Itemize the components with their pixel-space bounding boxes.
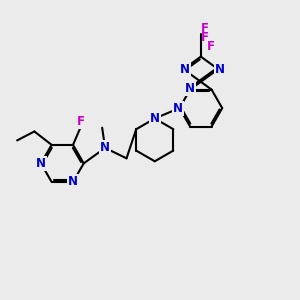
Text: N: N: [68, 176, 78, 188]
Text: N: N: [150, 112, 160, 125]
Text: N: N: [36, 157, 46, 170]
Text: F: F: [201, 22, 209, 35]
Text: N: N: [185, 82, 195, 94]
Text: N: N: [100, 141, 110, 154]
Text: N: N: [173, 102, 183, 115]
Text: F: F: [77, 116, 85, 128]
Text: F: F: [201, 32, 209, 44]
Text: F: F: [207, 40, 215, 53]
Text: N: N: [214, 63, 225, 76]
Text: N: N: [180, 63, 190, 76]
